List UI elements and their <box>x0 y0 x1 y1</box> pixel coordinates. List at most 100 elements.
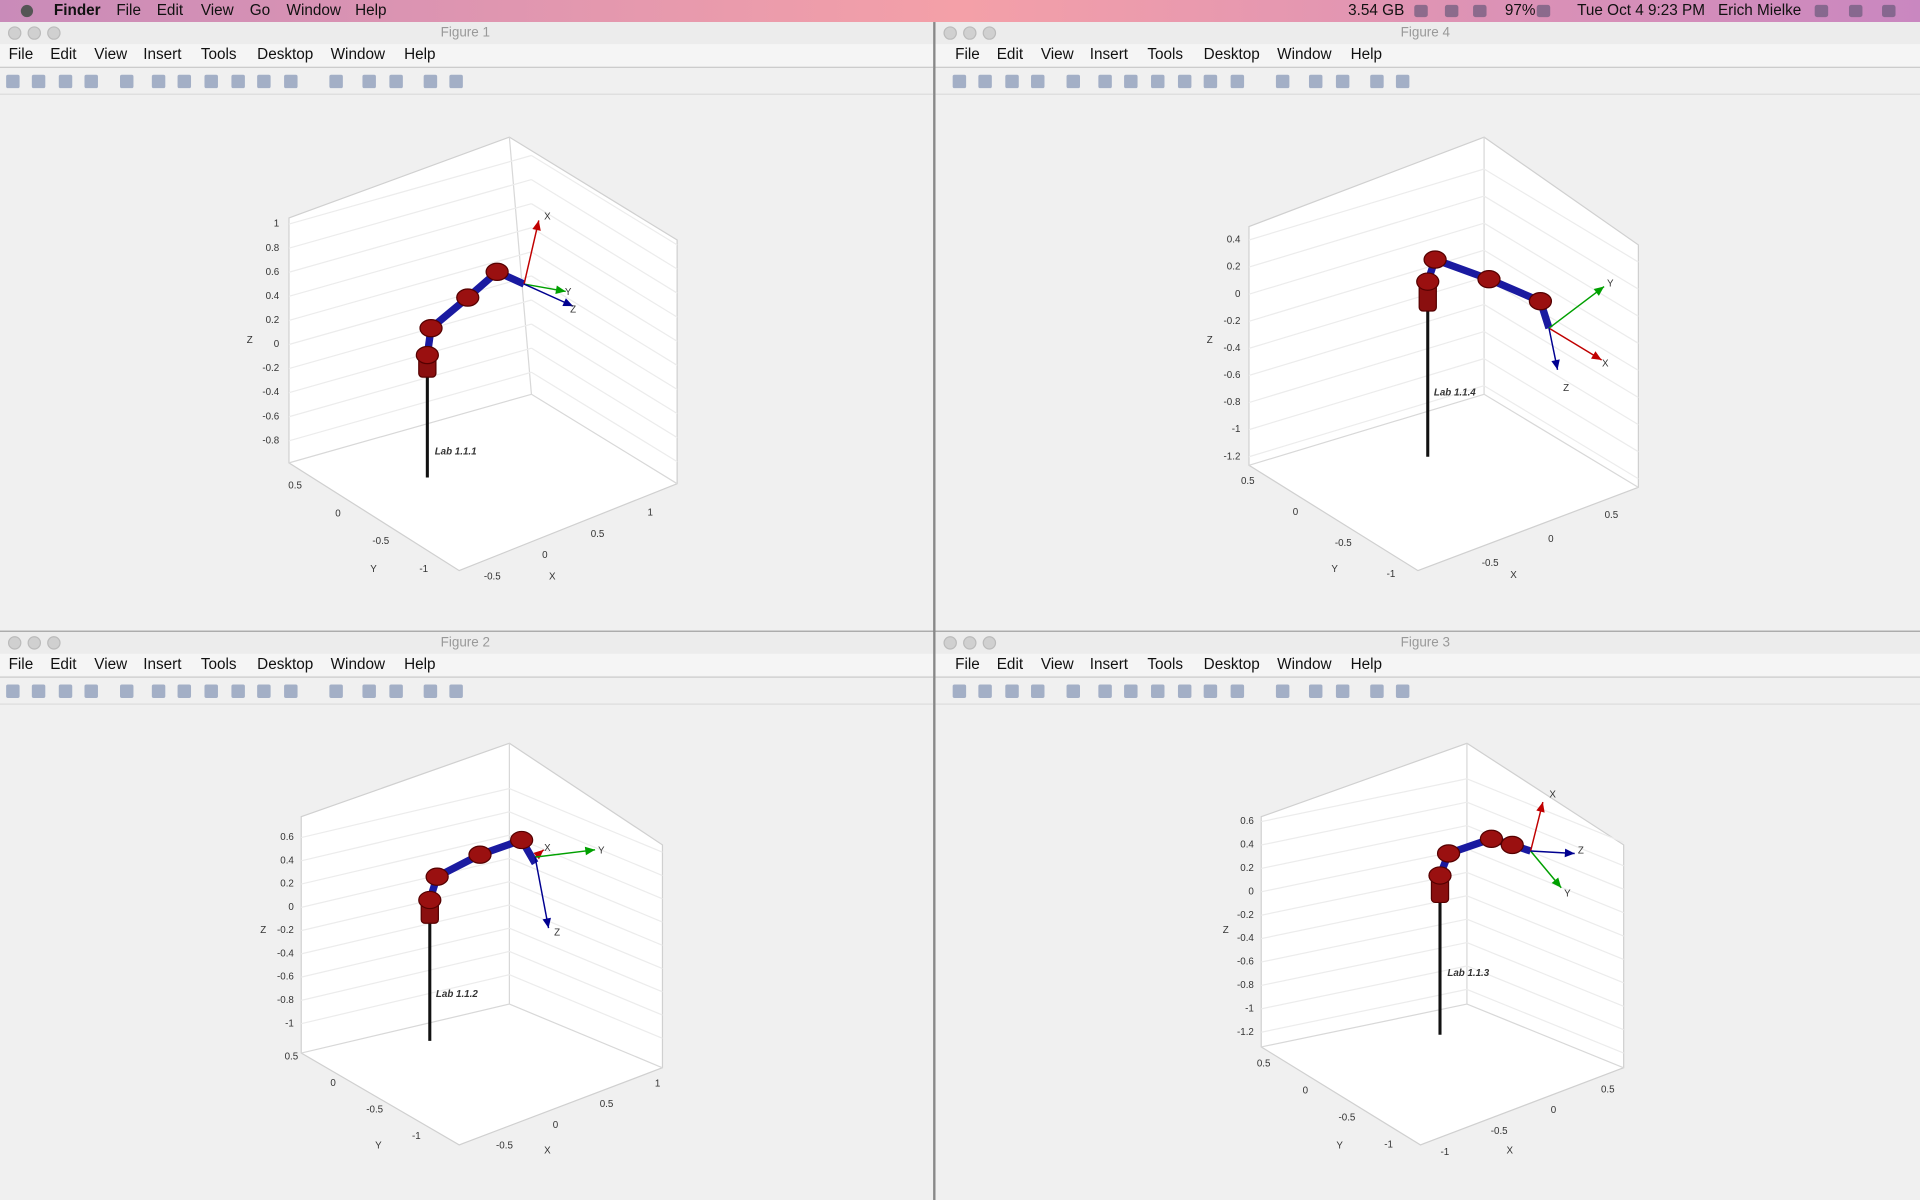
toolbar-icon[interactable] <box>1308 684 1323 698</box>
toolbar-icon[interactable] <box>952 684 967 698</box>
toolbar-icon[interactable] <box>120 74 134 89</box>
figure-menu-item[interactable]: File <box>955 656 980 673</box>
apple-icon[interactable] <box>20 4 34 18</box>
toolbar-icon[interactable] <box>284 74 298 89</box>
status-icon[interactable] <box>1414 4 1428 18</box>
figure-menu-item[interactable]: Insert <box>143 46 182 63</box>
figure-menu-item[interactable]: Window <box>331 656 386 673</box>
status-icon[interactable] <box>1473 4 1487 18</box>
figure-menu-item[interactable]: Desktop <box>257 656 313 673</box>
toolbar-icon[interactable] <box>449 684 463 698</box>
toolbar-icon[interactable] <box>257 74 271 89</box>
figure-menu-item[interactable]: Edit <box>50 46 77 63</box>
toolbar-icon[interactable] <box>284 684 298 698</box>
figure-menu-item[interactable]: Edit <box>50 656 77 673</box>
toolbar-icon[interactable] <box>1230 684 1245 698</box>
toolbar-icon[interactable] <box>1275 74 1290 89</box>
toolbar-icon[interactable] <box>1203 74 1218 89</box>
toolbar-icon[interactable] <box>1031 74 1045 89</box>
toolbar-icon[interactable] <box>1308 74 1323 89</box>
figure-menu-item[interactable]: Desktop <box>257 46 313 63</box>
window-button[interactable] <box>47 636 61 650</box>
status-icon[interactable] <box>1848 4 1863 18</box>
figure-menu-item[interactable]: File <box>955 46 980 63</box>
toolbar-icon[interactable] <box>423 684 438 698</box>
toolbar-icon[interactable] <box>423 74 438 89</box>
toolbar-icon[interactable] <box>1124 684 1138 698</box>
figure-menu-item[interactable]: Window <box>331 46 386 63</box>
toolbar-icon[interactable] <box>389 684 403 698</box>
figure-menu-item[interactable]: Help <box>404 46 435 63</box>
toolbar-icon[interactable] <box>1395 74 1410 89</box>
toolbar-icon[interactable] <box>362 74 376 89</box>
toolbar-icon[interactable] <box>1395 684 1410 698</box>
figure-menu-item[interactable]: Window <box>1277 656 1332 673</box>
menu-item[interactable]: Edit <box>157 2 184 19</box>
toolbar-icon[interactable] <box>151 684 166 698</box>
status-battery[interactable]: 97% <box>1505 2 1536 19</box>
window-button[interactable] <box>963 636 977 650</box>
figure-menu-item[interactable]: View <box>1041 656 1075 673</box>
toolbar-icon[interactable] <box>1098 74 1112 89</box>
toolbar-icon[interactable] <box>1005 684 1019 698</box>
toolbar-icon[interactable] <box>449 74 463 89</box>
window-button[interactable] <box>27 26 42 40</box>
menu-item[interactable]: File <box>116 2 141 19</box>
figure-menu-item[interactable]: Insert <box>1090 46 1129 63</box>
menu-item[interactable]: Help <box>355 2 386 19</box>
toolbar-icon[interactable] <box>1151 74 1165 89</box>
status-icon[interactable] <box>1882 4 1896 18</box>
toolbar-icon[interactable] <box>1031 684 1045 698</box>
toolbar-icon[interactable] <box>952 74 967 89</box>
toolbar-icon[interactable] <box>58 74 73 89</box>
toolbar-icon[interactable] <box>84 74 98 89</box>
status-icon[interactable] <box>1814 4 1829 18</box>
toolbar-icon[interactable] <box>257 684 271 698</box>
toolbar-icon[interactable] <box>177 74 192 89</box>
figure-menu-item[interactable]: Desktop <box>1204 46 1260 63</box>
figure-menu-item[interactable]: Window <box>1277 46 1332 63</box>
figure-menu-item[interactable]: Help <box>1351 656 1382 673</box>
toolbar-icon[interactable] <box>84 684 98 698</box>
figure-menu-item[interactable]: Insert <box>1090 656 1129 673</box>
figure-menu-item[interactable]: Tools <box>1147 46 1183 63</box>
toolbar-icon[interactable] <box>1275 684 1290 698</box>
menu-item[interactable]: Window <box>287 2 342 19</box>
status-user[interactable]: Erich Mielke <box>1718 2 1801 19</box>
toolbar-icon[interactable] <box>1370 684 1384 698</box>
toolbar-icon[interactable] <box>6 684 20 698</box>
app-name[interactable]: Finder <box>54 2 101 19</box>
figure-menu-item[interactable]: File <box>9 46 34 63</box>
toolbar-icon[interactable] <box>329 684 343 698</box>
toolbar-icon[interactable] <box>978 74 992 89</box>
toolbar-icon[interactable] <box>1066 684 1080 698</box>
toolbar-icon[interactable] <box>31 684 46 698</box>
toolbar-icon[interactable] <box>6 74 20 89</box>
status-memory[interactable]: 3.54 GB <box>1348 2 1404 19</box>
menu-item[interactable]: View <box>201 2 235 19</box>
toolbar-icon[interactable] <box>362 684 376 698</box>
status-icon[interactable] <box>1536 4 1551 18</box>
toolbar-icon[interactable] <box>151 74 166 89</box>
menu-item[interactable]: Go <box>250 2 270 19</box>
toolbar-icon[interactable] <box>1177 74 1192 89</box>
figure-menu-item[interactable]: Help <box>1351 46 1382 63</box>
window-button[interactable] <box>47 26 61 40</box>
toolbar-icon[interactable] <box>389 74 403 89</box>
window-button[interactable] <box>982 26 997 40</box>
toolbar-icon[interactable] <box>1370 74 1384 89</box>
window-button[interactable] <box>963 26 977 40</box>
toolbar-icon[interactable] <box>1203 684 1218 698</box>
figure-menu-item[interactable]: Desktop <box>1204 656 1260 673</box>
figure-menu-item[interactable]: Edit <box>997 656 1024 673</box>
figure-menu-item[interactable]: Tools <box>1147 656 1183 673</box>
toolbar-icon[interactable] <box>231 74 245 89</box>
toolbar-icon[interactable] <box>204 684 218 698</box>
figure-menu-item[interactable]: Tools <box>201 656 237 673</box>
window-button[interactable] <box>7 636 22 650</box>
toolbar-icon[interactable] <box>1335 684 1350 698</box>
toolbar-icon[interactable] <box>1151 684 1165 698</box>
toolbar-icon[interactable] <box>1335 74 1350 89</box>
toolbar-icon[interactable] <box>1005 74 1019 89</box>
status-icon[interactable] <box>1444 4 1459 18</box>
